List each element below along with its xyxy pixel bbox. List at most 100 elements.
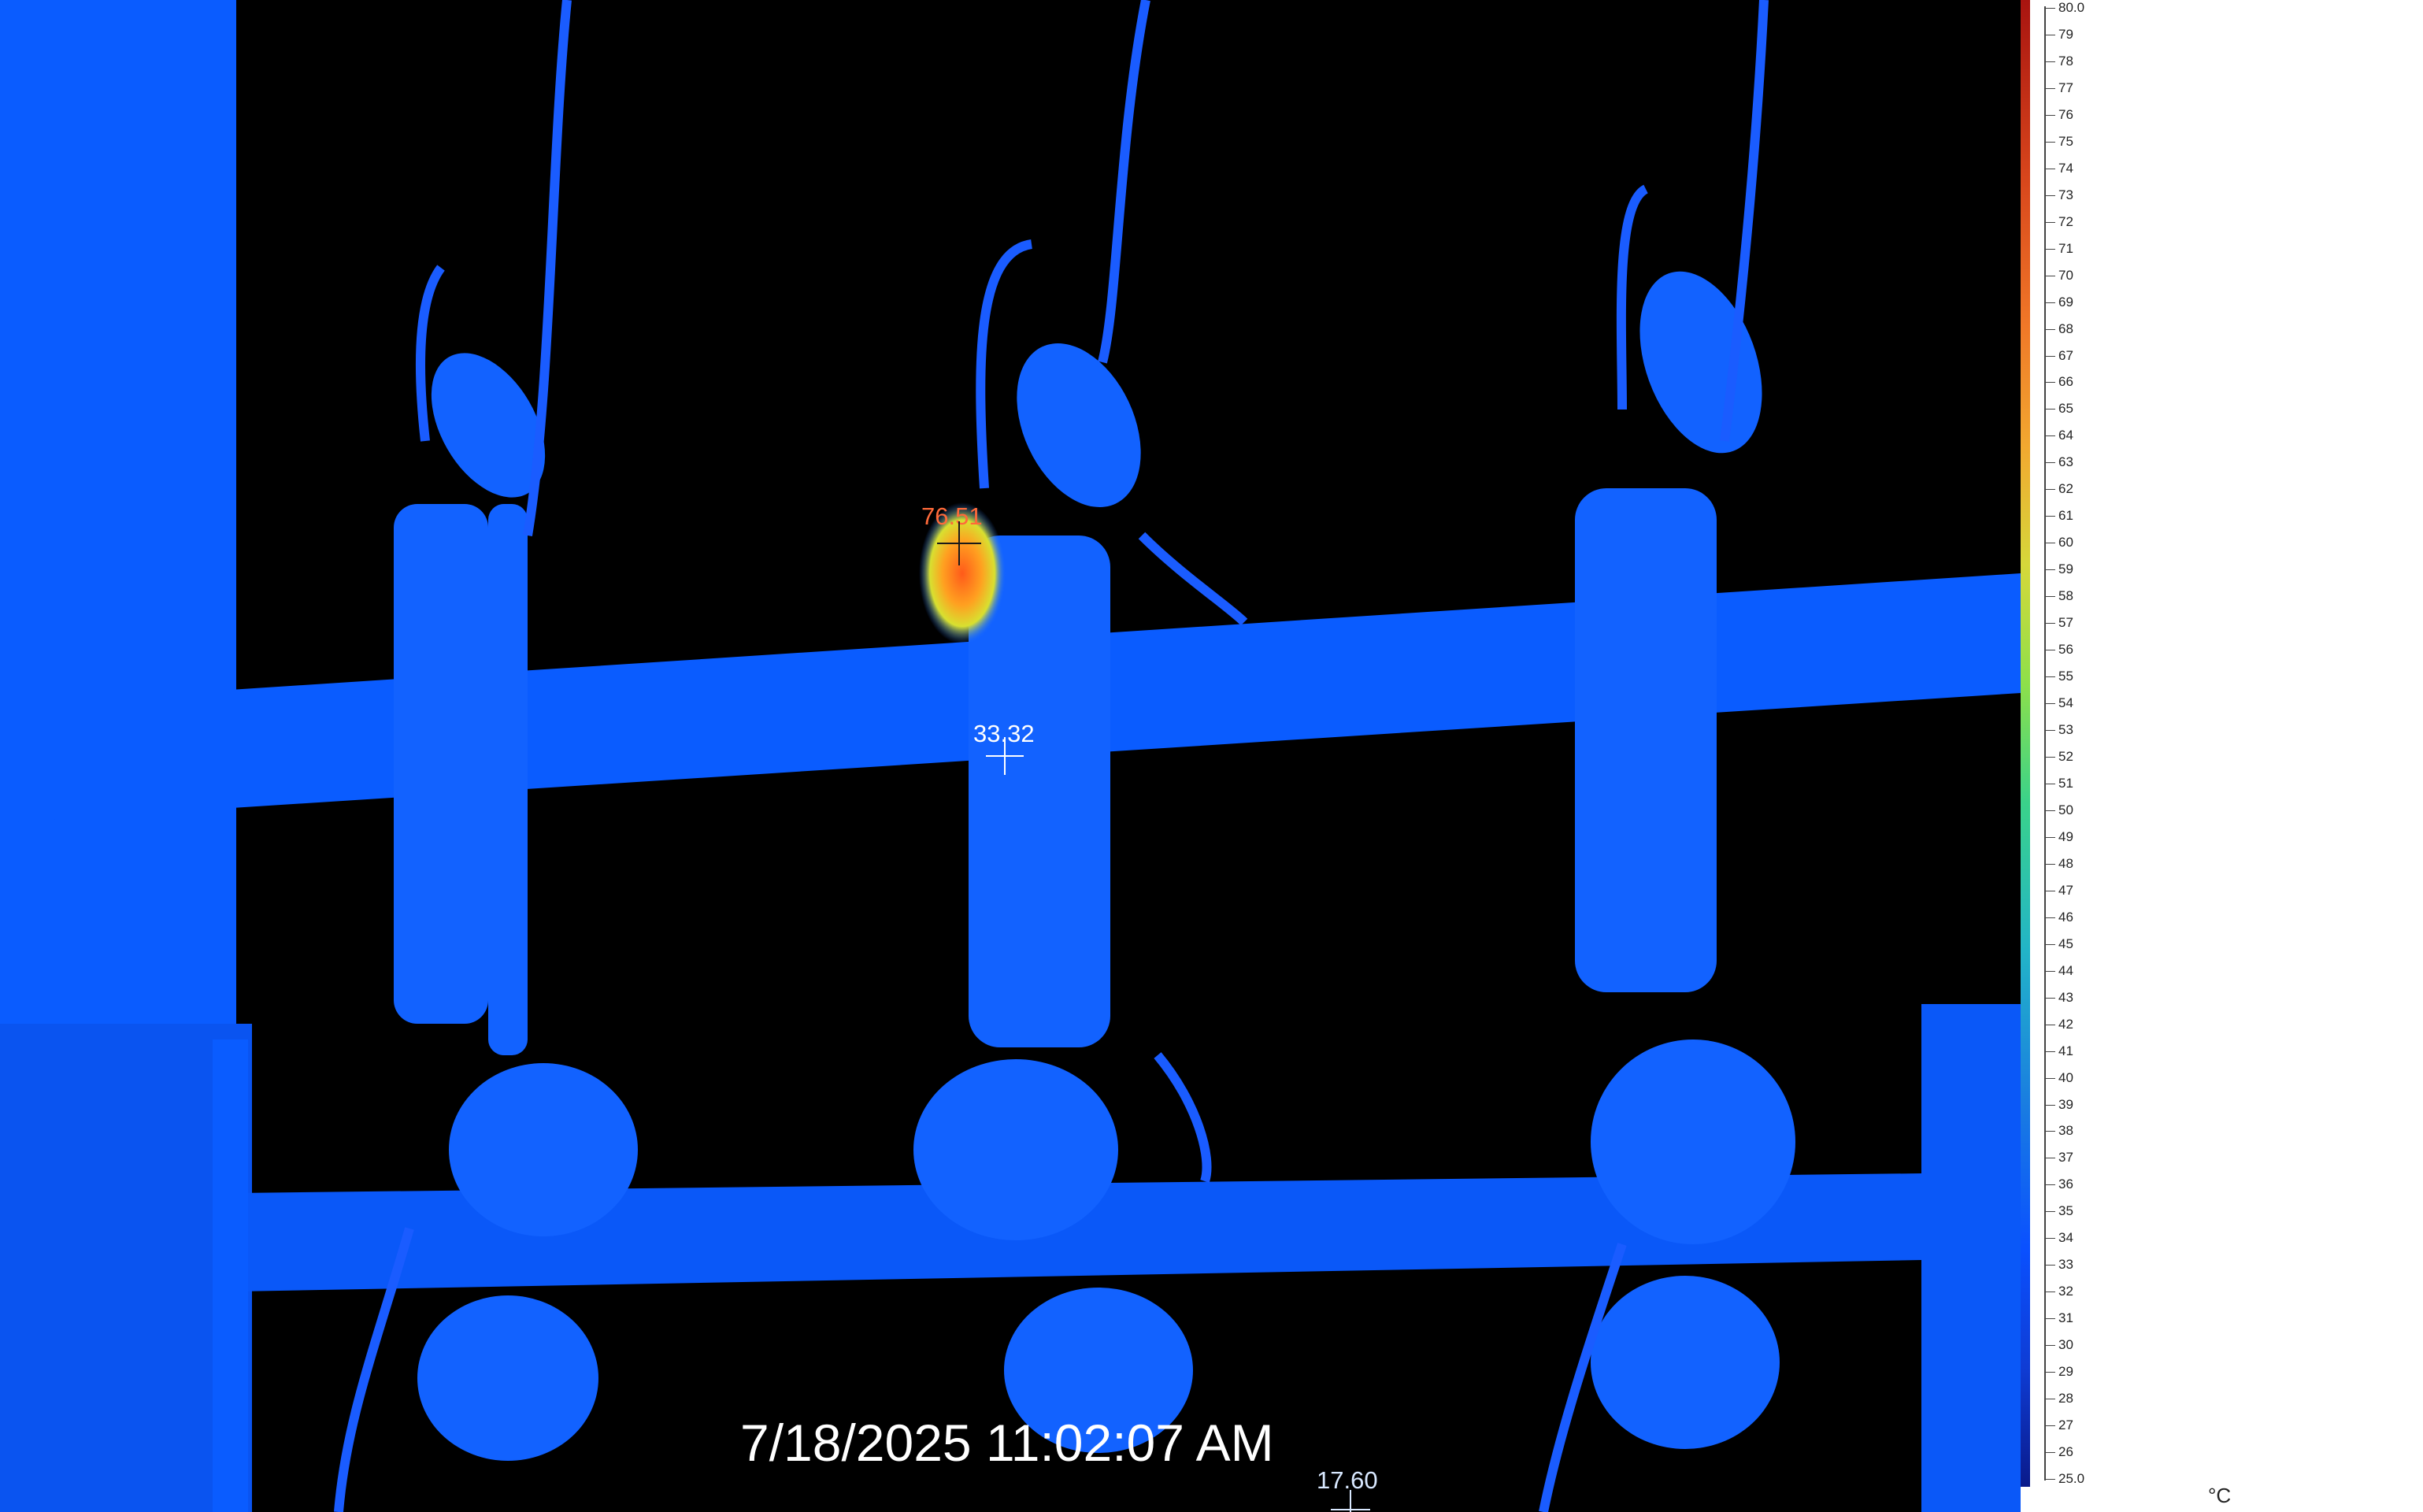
min-crosshair-icon bbox=[1331, 1490, 1370, 1512]
scale-tick-label: 28 bbox=[2058, 1391, 2073, 1406]
scale-tick bbox=[2044, 1345, 2055, 1347]
scale-tick bbox=[2044, 730, 2055, 732]
scale-tick bbox=[2044, 703, 2055, 705]
scale-tick bbox=[2044, 569, 2055, 571]
scale-tick bbox=[2044, 221, 2055, 223]
scale-tick-label: 48 bbox=[2058, 855, 2073, 871]
color-scale-axis bbox=[2044, 6, 2046, 1480]
scale-tick-label: 41 bbox=[2058, 1043, 2073, 1058]
scale-tick-label: 37 bbox=[2058, 1150, 2073, 1166]
scale-tick-label: 70 bbox=[2058, 267, 2073, 283]
scale-tick bbox=[2044, 409, 2055, 410]
scale-tick-label: 58 bbox=[2058, 588, 2073, 604]
scale-tick-label: 69 bbox=[2058, 294, 2073, 309]
scale-tick-label: 61 bbox=[2058, 508, 2073, 524]
scale-tick-label: 62 bbox=[2058, 481, 2073, 497]
timestamp: 7/18/2025 11:02:07 AM bbox=[740, 1414, 1274, 1472]
scale-tick bbox=[2044, 1318, 2055, 1320]
scale-tick bbox=[2044, 1184, 2055, 1186]
scale-tick-label: 50 bbox=[2058, 802, 2073, 817]
scale-tick-label: 53 bbox=[2058, 722, 2073, 738]
scale-tick-label: 75 bbox=[2058, 133, 2073, 149]
scale-tick bbox=[2044, 943, 2055, 945]
thermal-scene bbox=[0, 0, 2021, 1512]
scale-tick-label: 44 bbox=[2058, 962, 2073, 978]
scale-tick bbox=[2044, 462, 2055, 464]
scale-tick bbox=[2044, 195, 2055, 196]
scale-tick bbox=[2044, 1211, 2055, 1213]
insulator-left bbox=[394, 353, 638, 1461]
center-marker-label: 33.32 bbox=[973, 720, 1035, 747]
scale-tick bbox=[2044, 836, 2055, 838]
scale-tick-label: 32 bbox=[2058, 1284, 2073, 1299]
hot-marker-label: 76.51 bbox=[921, 502, 983, 530]
scale-tick bbox=[2044, 1372, 2055, 1373]
hot-crosshair-icon bbox=[937, 521, 981, 565]
scale-tick bbox=[2044, 676, 2055, 678]
scale-tick bbox=[2044, 61, 2055, 62]
scale-tick-label: 38 bbox=[2058, 1123, 2073, 1139]
scale-tick-label: 64 bbox=[2058, 428, 2073, 443]
scale-tick bbox=[2044, 328, 2055, 330]
scale-tick-label: 66 bbox=[2058, 374, 2073, 390]
right-column bbox=[1921, 1004, 2021, 1512]
scale-tick bbox=[2044, 997, 2055, 999]
scale-tick bbox=[2044, 1077, 2055, 1079]
scale-tick-label: 54 bbox=[2058, 695, 2073, 711]
scale-tick bbox=[2044, 756, 2055, 758]
scale-tick bbox=[2044, 489, 2055, 491]
scale-tick-label: 55 bbox=[2058, 669, 2073, 684]
scale-tick bbox=[2044, 355, 2055, 357]
scale-tick-label: 76 bbox=[2058, 106, 2073, 122]
scale-tick-label: 63 bbox=[2058, 454, 2073, 470]
scale-tick-label: 35 bbox=[2058, 1203, 2073, 1219]
scale-tick-label: 73 bbox=[2058, 187, 2073, 202]
scale-tick-min bbox=[2044, 1479, 2055, 1480]
scale-tick-label: 39 bbox=[2058, 1096, 2073, 1112]
scale-tick-max bbox=[2044, 8, 2055, 9]
scale-tick bbox=[2044, 302, 2055, 303]
left-column-lower bbox=[0, 1024, 252, 1512]
scale-tick bbox=[2044, 1452, 2055, 1454]
scale-tick-label: 68 bbox=[2058, 321, 2073, 336]
scale-tick-label: 29 bbox=[2058, 1364, 2073, 1380]
scale-tick-label: 65 bbox=[2058, 401, 2073, 417]
scale-tick-label: 31 bbox=[2058, 1310, 2073, 1326]
scale-tick-label: 42 bbox=[2058, 1016, 2073, 1032]
scale-tick bbox=[2044, 1238, 2055, 1240]
scale-tick bbox=[2044, 1051, 2055, 1052]
scale-tick-label: 30 bbox=[2058, 1337, 2073, 1353]
scale-tick-label: 77 bbox=[2058, 80, 2073, 95]
scale-tick-label: 33 bbox=[2058, 1257, 2073, 1273]
scale-tick-label: 45 bbox=[2058, 936, 2073, 951]
scale-tick-label: 49 bbox=[2058, 828, 2073, 844]
scale-tick bbox=[2044, 810, 2055, 811]
scale-tick-label: 56 bbox=[2058, 642, 2073, 658]
color-scale-bar bbox=[2021, 0, 2030, 1487]
scale-tick-label: 79 bbox=[2058, 26, 2073, 42]
scale-tick-label: 34 bbox=[2058, 1230, 2073, 1246]
scale-tick bbox=[2044, 970, 2055, 972]
insulator-center bbox=[913, 343, 1193, 1453]
scale-tick bbox=[2044, 382, 2055, 384]
scale-tick-label: 51 bbox=[2058, 775, 2073, 791]
scale-tick bbox=[2044, 114, 2055, 116]
lower-left-post bbox=[213, 1040, 248, 1512]
scale-tick-label: 46 bbox=[2058, 909, 2073, 925]
scale-max-label: 80.0 bbox=[2058, 0, 2085, 15]
scale-tick-label: 40 bbox=[2058, 1069, 2073, 1085]
scale-tick bbox=[2044, 141, 2055, 143]
scale-tick-label: 74 bbox=[2058, 160, 2073, 176]
scale-tick-label: 59 bbox=[2058, 561, 2073, 577]
thermal-image: 7/18/2025 11:02:07 AM 76.51 33.32 17.60 bbox=[0, 0, 2021, 1512]
scale-tick-label: 36 bbox=[2058, 1177, 2073, 1192]
scale-tick-label: 57 bbox=[2058, 615, 2073, 631]
scale-tick bbox=[2044, 596, 2055, 598]
center-crosshair-icon bbox=[986, 737, 1024, 775]
scale-tick-label: 60 bbox=[2058, 535, 2073, 550]
scale-tick bbox=[2044, 1104, 2055, 1106]
lower-beam bbox=[236, 1173, 1921, 1292]
scale-tick-label: 72 bbox=[2058, 213, 2073, 229]
cables bbox=[334, 0, 1769, 1512]
scale-tick-label: 27 bbox=[2058, 1418, 2073, 1433]
